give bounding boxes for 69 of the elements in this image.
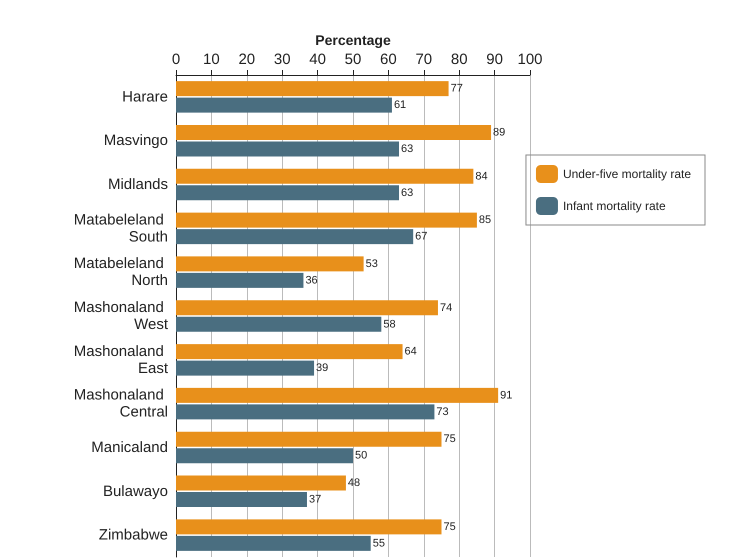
data-label: 39 <box>316 362 328 374</box>
data-label: 37 <box>308 494 322 506</box>
y-tick-label: Matabeleland South <box>74 211 168 246</box>
bar <box>176 81 449 96</box>
x-tick-label: 40 <box>309 51 326 68</box>
data-label: 84 <box>475 170 488 182</box>
bar <box>176 124 492 140</box>
bar <box>176 476 346 491</box>
y-tick-label: Midlands <box>108 176 168 194</box>
x-tick-label: 60 <box>380 51 397 68</box>
x-tick-label: 100 <box>517 51 543 68</box>
y-tick-label: Masvingo <box>104 132 168 150</box>
bar <box>176 360 314 376</box>
x-tick-label: 90 <box>486 51 503 68</box>
bar <box>176 168 474 184</box>
y-tick-label: Zimbabwe <box>98 526 168 544</box>
x-axis-title: Percentage <box>315 32 391 48</box>
bar <box>176 185 400 200</box>
data-label: 74 <box>440 302 452 314</box>
data-label: 75 <box>444 520 456 533</box>
bar <box>176 300 438 316</box>
y-tick-label: Mashonaland West <box>74 299 169 333</box>
data-label: 55 <box>372 537 385 550</box>
legend-label: Infant mortality rate <box>562 199 666 213</box>
y-tick-label: Mashonaland East <box>74 342 169 377</box>
data-label: 73 <box>436 406 449 418</box>
data-label: 63 <box>401 142 414 155</box>
bar <box>176 344 403 360</box>
bar <box>176 492 307 508</box>
bar <box>176 141 400 156</box>
data-label: 63 <box>401 186 414 199</box>
x-tick-label: 0 <box>172 51 180 68</box>
data-label: 58 <box>383 318 396 330</box>
data-label: 77 <box>450 82 463 95</box>
data-label: 75 <box>444 433 456 446</box>
data-label: 67 <box>415 230 428 243</box>
x-tick-label: 80 <box>450 51 468 68</box>
x-tick-label: 10 <box>203 51 220 68</box>
bar <box>176 316 382 332</box>
bar <box>176 212 477 228</box>
y-tick-label: Harare <box>122 88 168 106</box>
bar <box>176 388 498 403</box>
bar <box>176 448 353 464</box>
x-tick-label: 70 <box>415 51 432 68</box>
data-label: 61 <box>394 99 406 112</box>
bar <box>176 272 304 288</box>
x-tick-label: 30 <box>274 51 291 68</box>
data-label: 50 <box>355 450 368 462</box>
data-label: 53 <box>366 258 378 270</box>
data-label: 89 <box>493 126 506 138</box>
bar <box>176 404 434 420</box>
data-label: 64 <box>404 346 417 358</box>
y-tick-label: Matabeleland North <box>74 255 168 290</box>
bar <box>176 536 371 551</box>
bar <box>176 432 442 447</box>
y-tick-label: Bulawayo <box>102 482 168 500</box>
x-tick-label: 20 <box>238 51 256 68</box>
data-label: 48 <box>348 477 360 490</box>
y-tick-label: Manicaland <box>91 438 168 456</box>
data-label: 36 <box>305 274 318 286</box>
bar <box>176 229 414 244</box>
bar <box>176 256 364 272</box>
bar <box>176 519 442 534</box>
data-label: 91 <box>500 389 512 402</box>
data-label: 85 <box>478 214 492 226</box>
bar <box>176 98 392 113</box>
x-tick-label: 50 <box>344 51 362 68</box>
y-tick-label: Mashonaland Central <box>74 386 168 421</box>
legend-label: Under-five mortality rate <box>562 167 692 181</box>
